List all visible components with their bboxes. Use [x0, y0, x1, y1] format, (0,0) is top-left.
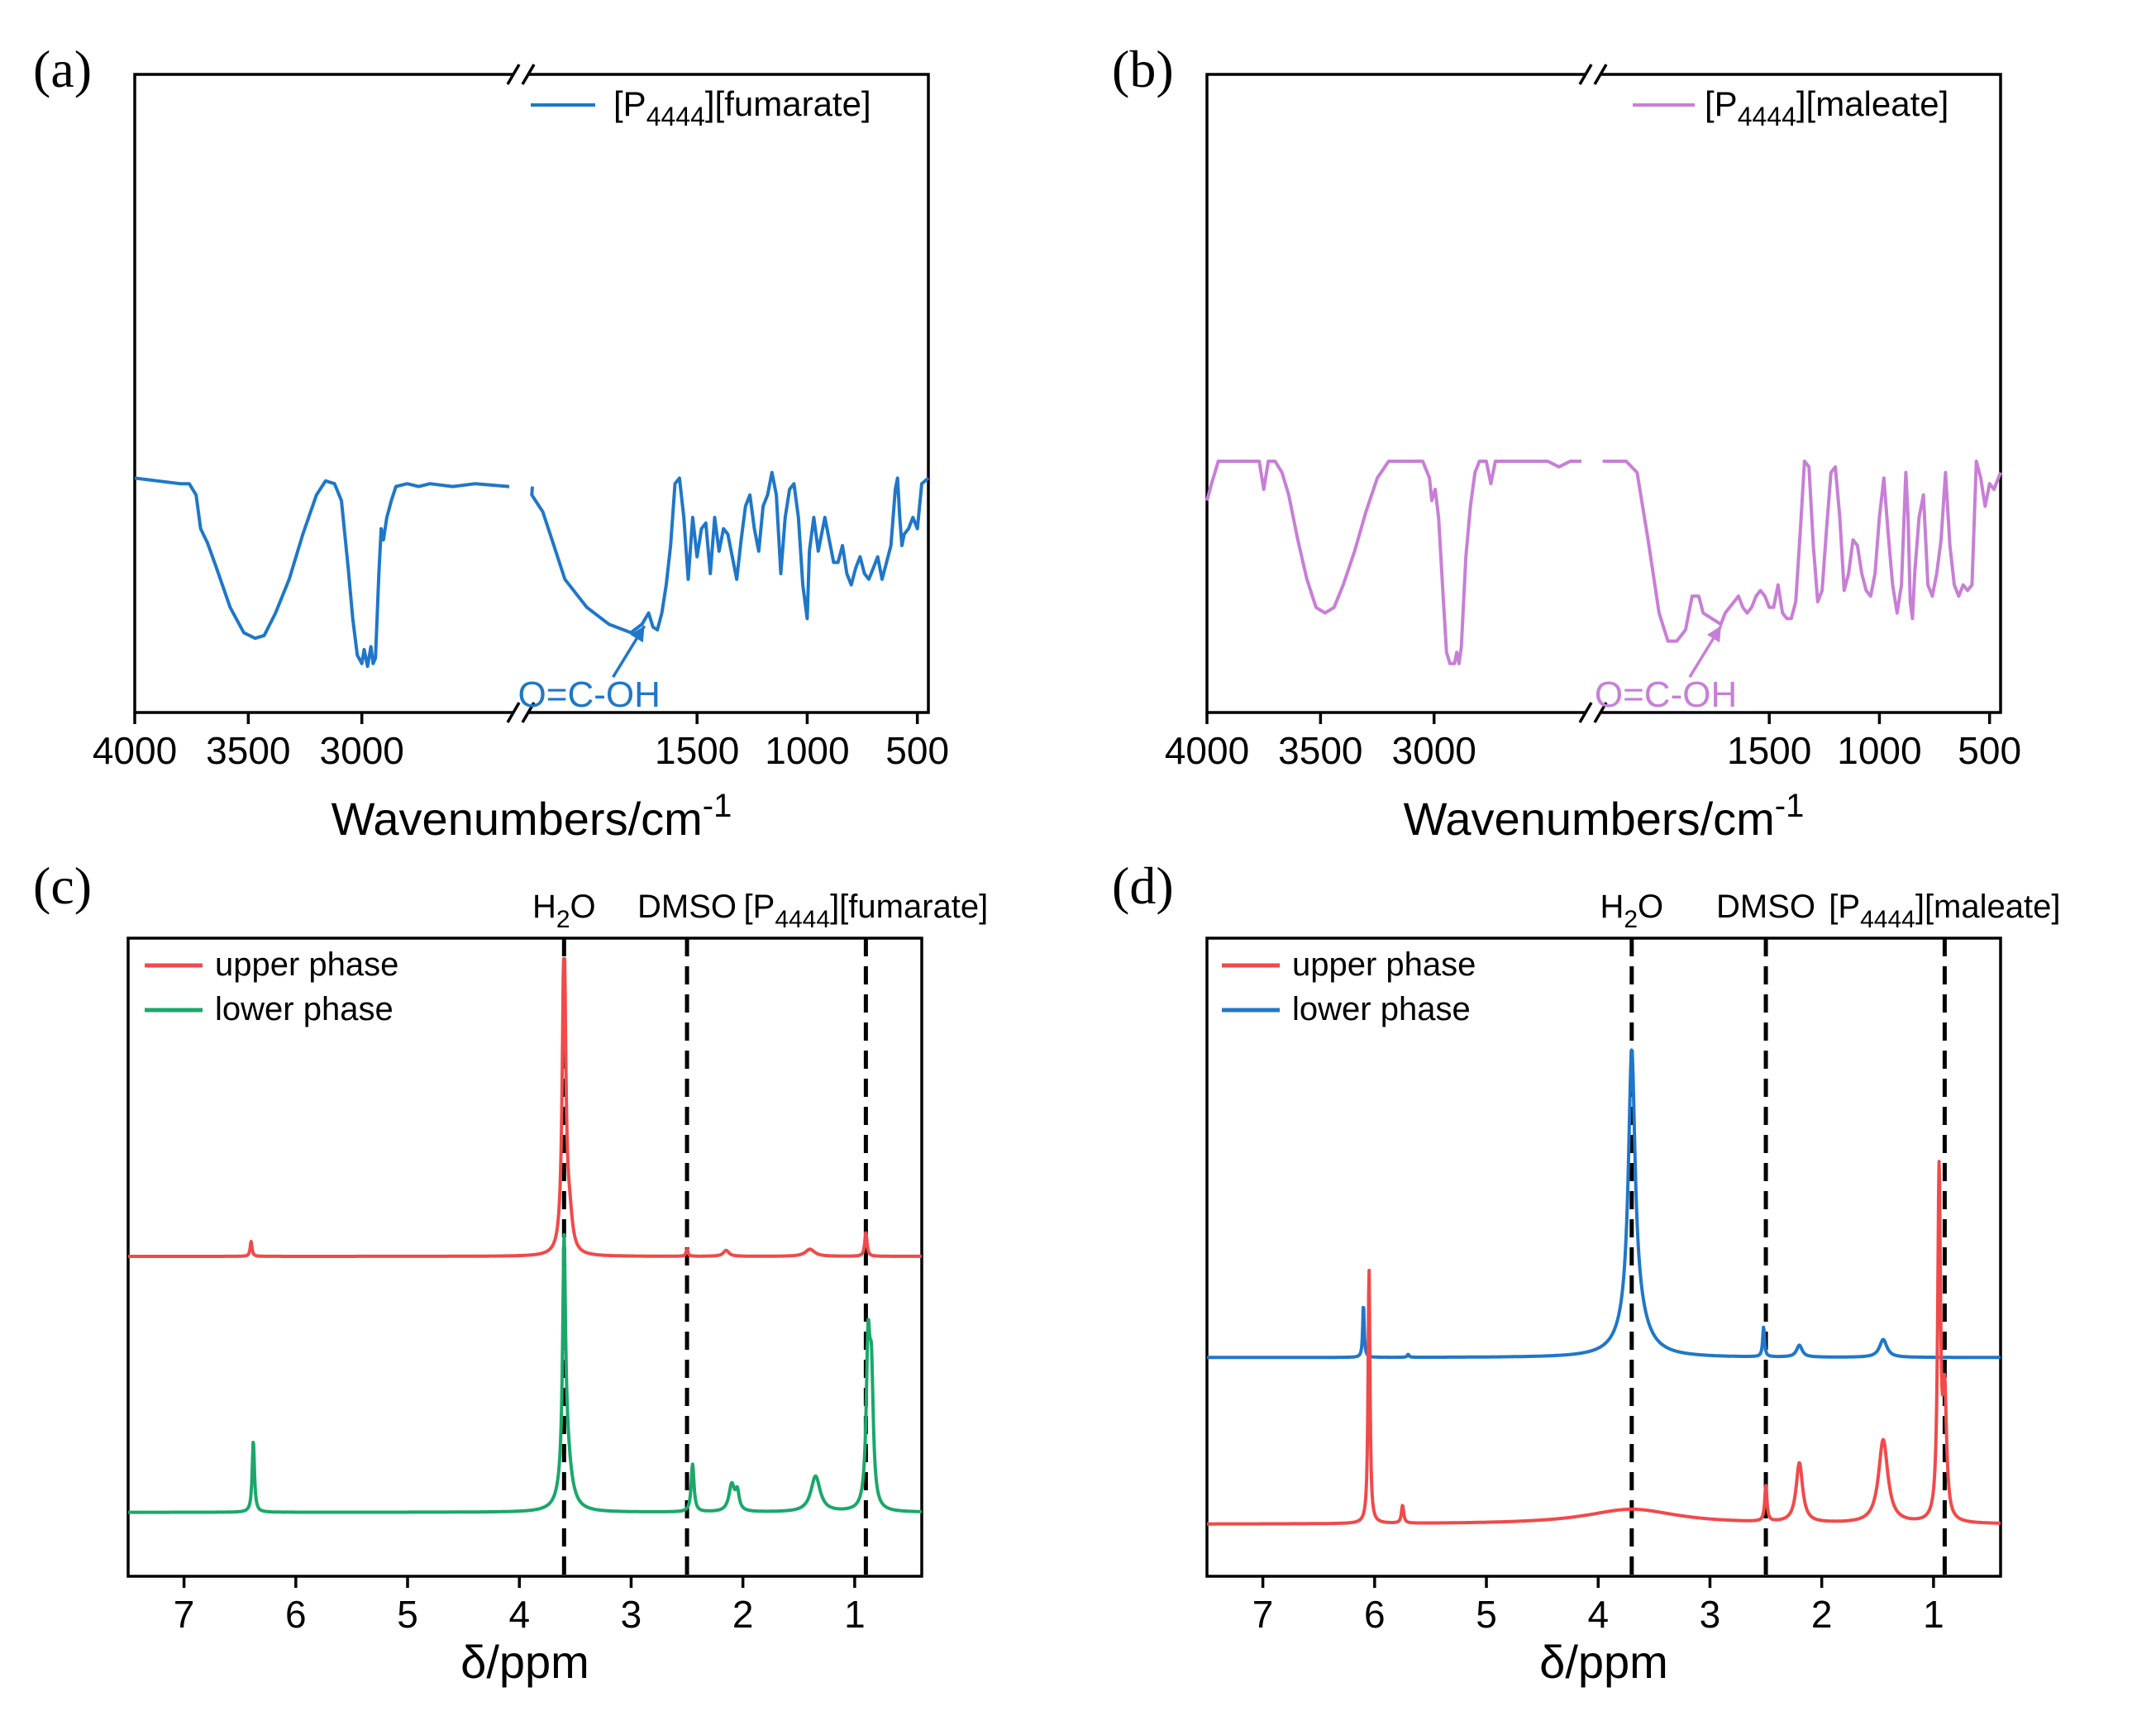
axis-break-slash [506, 64, 521, 85]
legend-label: lower phase [215, 991, 394, 1027]
panel-a-ir-fumarate: (a) [P4444][fumarate] 4000 3500 3000 1500 10… [33, 40, 949, 845]
x-tick-label: 7 [174, 1593, 195, 1636]
series-line [1205, 1160, 2002, 1526]
reference-line-label: [P4444][fumarate] [744, 889, 989, 933]
panel-d-axes [1205, 937, 2002, 1578]
x-tick-label: 3500 [206, 729, 290, 772]
axis-break-slash [521, 64, 536, 85]
x-tick-label: 5 [397, 1593, 418, 1636]
panel-c-legend: upper phase lower phase [145, 946, 398, 1027]
panel-a-x-axis-title: Wavenumbers/cm-1 [332, 788, 732, 845]
axis-break-slash [1578, 702, 1593, 723]
legend-label: upper phase [1292, 946, 1476, 983]
x-tick-label: 6 [285, 1593, 307, 1636]
x-tick-label: 1 [844, 1593, 866, 1636]
x-tick-label: 7 [1252, 1593, 1274, 1636]
x-tick-label: 4000 [93, 729, 177, 772]
axis-break-slash [1593, 64, 1608, 85]
x-tick-label: 2 [732, 1593, 754, 1636]
legend-label: lower phase [1292, 991, 1471, 1027]
x-tick-label: 1000 [765, 729, 849, 772]
x-tick-label: 4000 [1165, 729, 1249, 772]
x-tick-label: 5 [1476, 1593, 1497, 1636]
x-tick-label: 4 [508, 1593, 530, 1636]
panel-b-axes [1205, 73, 2002, 714]
panel-a-annotation-label: O=C-OH [518, 674, 661, 715]
panel-a-annotation: O=C-OH [518, 625, 661, 715]
panel-c-label: (c) [33, 856, 92, 915]
panel-b-annotation: O=C-OH [1595, 625, 1737, 715]
x-tick-label: 3 [1700, 1593, 1721, 1636]
panel-b-axis-break [1578, 64, 1608, 723]
series-line [126, 1232, 923, 1514]
panel-d-label: (d) [1112, 856, 1174, 915]
x-tick-label: 500 [1958, 729, 2021, 772]
x-tick-label: 1000 [1837, 729, 1921, 772]
series-line [126, 957, 923, 1258]
axis-break-slash [521, 702, 536, 723]
panel-c-reference-lines: H2O DMSO [P4444][fumarate] [532, 889, 988, 1576]
series-line-low [530, 470, 930, 635]
x-tick-label: 1 [1923, 1593, 1944, 1636]
panel-d-nmr-maleate: (d) H2O DMSO [P4444][maleate] 7 6 5 4 3 2 1 uppe… [1112, 856, 2060, 1688]
x-tick-label: 3 [621, 1593, 642, 1636]
panel-b-x-ticks: 4000 3500 3000 1500 1000 500 [1165, 713, 2021, 772]
x-tick-label: 2 [1811, 1593, 1833, 1636]
panel-a-axes [133, 73, 930, 714]
x-tick-label: 1500 [655, 729, 739, 772]
reference-line-label: H2O [1600, 889, 1663, 933]
x-tick-label: 3500 [1278, 729, 1362, 772]
series-line [1205, 1048, 2002, 1360]
panel-d-x-axis-title: δ/ppm [1539, 1636, 1668, 1688]
series-line-high [1205, 460, 1581, 665]
panel-b-ir-maleate: (b) [P4444][maleate] 4000 3500 3000 1500 100… [1112, 40, 2021, 845]
series-line-low [1602, 460, 2002, 643]
panel-c-x-ticks: 7 6 5 4 3 2 1 [174, 1576, 866, 1636]
panel-c-nmr-fumarate: (c) H2O DMSO [P4444][fumarate] 7 6 5 4 3 2 1 upp… [33, 856, 988, 1688]
panel-b-legend-label: [P4444][maleate] [1705, 84, 1949, 131]
panel-c-axes [126, 937, 923, 1578]
legend-label: upper phase [215, 946, 398, 983]
panel-b-legend: [P4444][maleate] [1633, 84, 1949, 131]
panel-a-legend-label: [P4444][fumarate] [613, 84, 871, 131]
x-tick-label: 4 [1587, 1593, 1609, 1636]
x-tick-label: 6 [1364, 1593, 1386, 1636]
reference-line-label: [P4444][maleate] [1829, 889, 2060, 933]
panel-d-x-ticks: 7 6 5 4 3 2 1 [1252, 1576, 1944, 1636]
panel-b-label: (b) [1112, 40, 1174, 98]
panel-a-x-ticks: 4000 3500 3000 1500 1000 500 [93, 713, 949, 772]
panel-d-series [1205, 1048, 2002, 1526]
reference-line-label: DMSO [637, 889, 737, 925]
panel-c-x-axis-title: δ/ppm [460, 1636, 589, 1688]
panel-d-legend: upper phase lower phase [1222, 946, 1476, 1027]
panel-d-reference-lines: H2O DMSO [P4444][maleate] [1600, 889, 2060, 1576]
panel-c-series [126, 957, 923, 1514]
panel-a-axis-break [506, 64, 536, 723]
x-tick-label: 3000 [320, 729, 404, 772]
panel-b-annotation-label: O=C-OH [1595, 674, 1737, 715]
axis-break-slash [1578, 64, 1593, 85]
axis-break-slash [1593, 702, 1608, 723]
axis-break-slash [506, 702, 521, 723]
panel-b-series [1205, 460, 2002, 665]
x-tick-label: 3000 [1392, 729, 1476, 772]
panel-a-legend: [P4444][fumarate] [531, 84, 871, 131]
reference-line-label: DMSO [1716, 889, 1815, 925]
x-tick-label: 500 [885, 729, 949, 772]
panel-b-annotation-arrowhead [1706, 626, 1721, 643]
panel-b-x-axis-title: Wavenumbers/cm-1 [1404, 788, 1805, 845]
panel-a-label: (a) [33, 40, 92, 98]
panel-a-series [134, 470, 930, 669]
x-tick-label: 1500 [1727, 729, 1811, 772]
series-line-high [134, 476, 510, 669]
reference-line-label: H2O [532, 889, 596, 933]
panel-a-annotation-arrowhead [630, 626, 645, 643]
